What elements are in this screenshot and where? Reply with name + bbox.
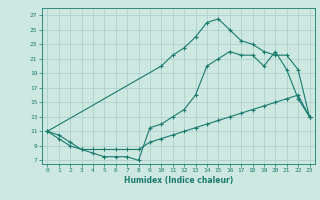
X-axis label: Humidex (Indice chaleur): Humidex (Indice chaleur) — [124, 176, 233, 185]
